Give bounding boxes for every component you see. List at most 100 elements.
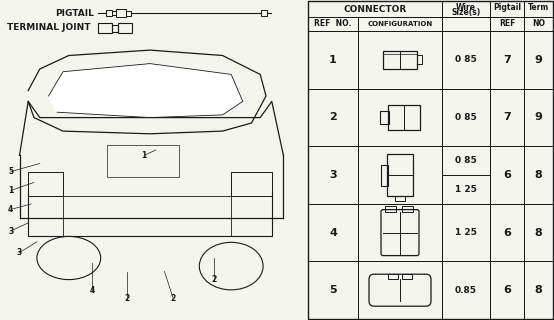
- Bar: [524, 17, 553, 31]
- Text: 5: 5: [8, 167, 13, 176]
- Text: 4: 4: [329, 228, 337, 237]
- Bar: [490, 89, 524, 146]
- Bar: [524, 204, 553, 261]
- Text: 7: 7: [503, 112, 511, 122]
- Bar: [417, 55, 422, 64]
- Bar: [442, 89, 490, 146]
- Text: 2: 2: [124, 294, 130, 303]
- Text: CONFIGURATION: CONFIGURATION: [367, 21, 433, 27]
- Bar: [358, 17, 442, 31]
- Text: 1 25: 1 25: [455, 228, 477, 237]
- Text: 2: 2: [329, 112, 337, 122]
- Bar: [442, 31, 490, 89]
- Bar: [308, 17, 358, 31]
- Bar: [490, 17, 524, 31]
- Text: 8: 8: [535, 170, 542, 180]
- Text: Size(s): Size(s): [452, 9, 481, 18]
- Text: 1 25: 1 25: [455, 185, 477, 194]
- Bar: [308, 146, 358, 204]
- Bar: [490, 146, 524, 204]
- Bar: [442, 1, 490, 17]
- Bar: [308, 89, 358, 146]
- Polygon shape: [49, 64, 243, 117]
- Text: 6: 6: [503, 170, 511, 180]
- Bar: [308, 204, 358, 261]
- Bar: [524, 1, 553, 17]
- Text: 0 85: 0 85: [455, 156, 477, 165]
- Text: 1: 1: [142, 151, 147, 160]
- Bar: [261, 10, 267, 16]
- Bar: [118, 23, 132, 33]
- Bar: [308, 1, 553, 319]
- Text: 8: 8: [535, 228, 542, 237]
- Bar: [112, 25, 118, 31]
- Text: 6: 6: [503, 228, 511, 237]
- Bar: [388, 105, 420, 130]
- Text: 3: 3: [8, 227, 13, 236]
- Bar: [402, 206, 413, 212]
- Text: 6: 6: [503, 285, 511, 295]
- Text: 7: 7: [503, 55, 511, 65]
- Bar: [442, 146, 490, 204]
- Bar: [490, 261, 524, 319]
- Bar: [402, 274, 412, 279]
- Bar: [358, 204, 442, 261]
- Bar: [358, 261, 442, 319]
- Bar: [63, 196, 231, 236]
- Bar: [442, 204, 490, 261]
- Text: CONNECTOR: CONNECTOR: [343, 4, 407, 13]
- Text: Term: Term: [528, 3, 549, 12]
- Text: 5: 5: [329, 285, 337, 295]
- Bar: [308, 1, 442, 17]
- Text: 3: 3: [329, 170, 337, 180]
- Bar: [524, 261, 553, 319]
- Bar: [442, 261, 490, 319]
- Text: 2: 2: [171, 294, 176, 303]
- Bar: [524, 146, 553, 204]
- Text: REF  NO.: REF NO.: [314, 20, 352, 28]
- Bar: [387, 154, 413, 196]
- Bar: [231, 172, 272, 196]
- Text: PIGTAIL: PIGTAIL: [55, 9, 94, 18]
- Text: 9: 9: [535, 55, 542, 65]
- Text: 0 85: 0 85: [455, 55, 477, 64]
- Text: 0 85: 0 85: [455, 113, 477, 122]
- Bar: [380, 111, 389, 124]
- Bar: [358, 31, 442, 89]
- Text: 8: 8: [535, 285, 542, 295]
- Text: 3: 3: [17, 248, 22, 257]
- Bar: [126, 11, 131, 15]
- Text: Pigtail: Pigtail: [493, 3, 521, 12]
- Bar: [381, 164, 388, 186]
- Bar: [358, 89, 442, 146]
- Bar: [383, 51, 417, 69]
- Bar: [358, 146, 442, 204]
- Text: 2: 2: [211, 275, 217, 284]
- Text: REF: REF: [499, 20, 515, 28]
- Bar: [385, 206, 396, 212]
- Bar: [442, 17, 490, 31]
- Text: Wire: Wire: [456, 3, 476, 12]
- Bar: [490, 31, 524, 89]
- Bar: [28, 172, 63, 196]
- Bar: [395, 196, 405, 201]
- Bar: [98, 23, 112, 33]
- Bar: [490, 204, 524, 261]
- Bar: [106, 10, 112, 16]
- Bar: [308, 31, 358, 89]
- Bar: [106, 145, 179, 177]
- Bar: [116, 9, 126, 17]
- Bar: [388, 274, 398, 279]
- Text: 1: 1: [329, 55, 337, 65]
- Bar: [490, 1, 524, 17]
- Bar: [524, 31, 553, 89]
- Text: 0.85: 0.85: [455, 286, 477, 295]
- Text: 4: 4: [8, 205, 13, 214]
- Text: 9: 9: [535, 112, 542, 122]
- Text: 1: 1: [8, 186, 13, 195]
- Text: TERMINAL JOINT: TERMINAL JOINT: [7, 23, 90, 33]
- Text: NO: NO: [532, 20, 545, 28]
- Bar: [524, 89, 553, 146]
- Bar: [112, 11, 116, 15]
- Text: 4: 4: [89, 286, 95, 295]
